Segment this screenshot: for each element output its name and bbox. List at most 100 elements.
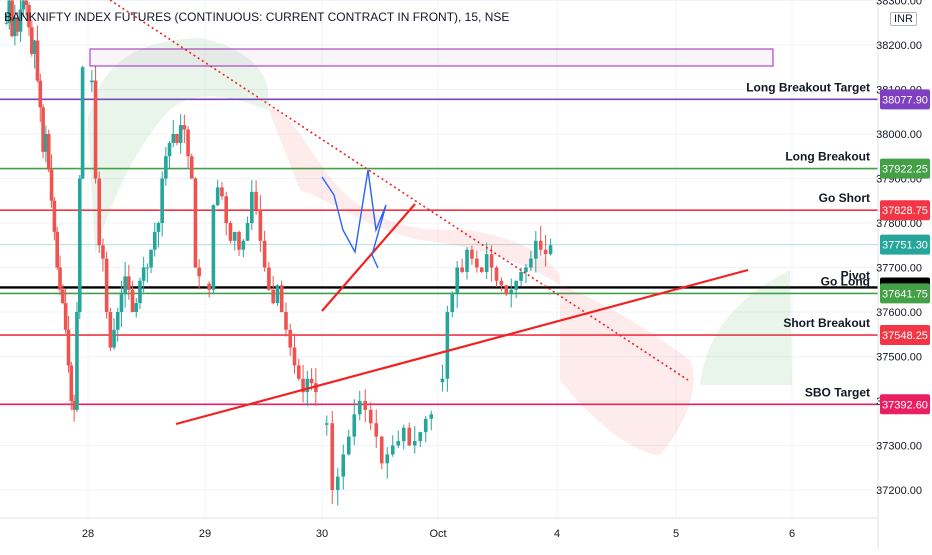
- price-tag-label: 37922.25: [882, 164, 928, 176]
- candle: [254, 192, 258, 210]
- candle: [160, 179, 164, 224]
- level-name-label: Go Long: [821, 274, 870, 288]
- candle: [369, 410, 373, 423]
- x-tick-label: 5: [673, 528, 679, 540]
- candle: [475, 259, 479, 268]
- candle: [94, 81, 98, 179]
- candle: [529, 259, 533, 268]
- candle: [310, 379, 314, 383]
- candle: [186, 130, 190, 157]
- candle: [402, 428, 406, 441]
- candle: [101, 245, 105, 258]
- price-tag-label: 37751.30: [882, 240, 928, 252]
- candle: [55, 232, 59, 268]
- candle: [446, 312, 450, 379]
- candle: [194, 179, 198, 268]
- candle: [183, 125, 187, 129]
- candle: [216, 187, 220, 205]
- x-tick-label: Oct: [429, 528, 446, 540]
- candle: [396, 441, 400, 445]
- candle: [524, 268, 528, 272]
- candle: [500, 281, 504, 285]
- candle: [380, 437, 384, 464]
- candle: [374, 423, 378, 436]
- candle: [341, 454, 345, 476]
- candle: [490, 254, 494, 267]
- candle: [505, 285, 509, 294]
- candle: [70, 365, 74, 401]
- level-name-label: Long Breakout Target: [746, 80, 870, 94]
- y-tick-label: 37700.00: [876, 263, 922, 275]
- price-axis: 37200.0037300.0037400.0037500.0037600.00…: [876, 0, 922, 550]
- candle: [263, 241, 267, 268]
- cloud-red: [268, 108, 694, 455]
- zone-rect: [90, 49, 773, 66]
- candle: [58, 268, 62, 290]
- candle: [229, 223, 233, 241]
- candle: [288, 330, 292, 348]
- candle: [78, 179, 82, 313]
- y-tick-label: 38200.00: [876, 40, 922, 52]
- price-tag-label: 37641.75: [882, 288, 928, 300]
- candle: [123, 276, 127, 294]
- candle: [385, 454, 389, 463]
- candle: [441, 379, 445, 382]
- candle: [153, 232, 157, 250]
- candle: [142, 268, 146, 281]
- candle: [450, 294, 454, 312]
- candle: [157, 223, 161, 232]
- candle: [116, 312, 120, 330]
- candle: [127, 276, 131, 289]
- candle: [146, 268, 150, 269]
- candle: [138, 281, 142, 303]
- candle: [407, 428, 411, 446]
- candle: [149, 250, 153, 268]
- candles: [5, 0, 553, 505]
- currency-label[interactable]: INR: [890, 12, 917, 26]
- candle: [539, 241, 543, 250]
- candle: [197, 268, 201, 277]
- candle: [134, 303, 138, 312]
- candle: [112, 330, 116, 348]
- candle: [36, 41, 40, 81]
- candle: [455, 268, 459, 295]
- cloud-green: [88, 38, 268, 255]
- candle: [67, 330, 71, 366]
- candle: [179, 125, 183, 143]
- candle: [519, 272, 523, 281]
- candle: [485, 254, 489, 272]
- candle: [47, 134, 51, 170]
- x-tick-label: 28: [82, 528, 94, 540]
- chart-title: BANKNIFTY INDEX FUTURES (CONTINUOUS: CUR…: [4, 10, 509, 24]
- candle: [413, 441, 417, 445]
- candle: [418, 432, 422, 441]
- candle: [391, 446, 395, 455]
- level-name-label: Go Short: [819, 191, 870, 205]
- candle: [246, 223, 250, 241]
- y-tick-label: 37500.00: [876, 352, 922, 364]
- candle: [164, 156, 168, 178]
- candle: [271, 290, 275, 303]
- y-tick-label: 37600.00: [876, 307, 922, 319]
- candle: [259, 210, 263, 241]
- time-axis: 28 29 30 Oct 4 5 6: [0, 518, 878, 540]
- candle: [171, 134, 175, 143]
- candle: [534, 241, 538, 259]
- candle: [347, 437, 351, 455]
- candle: [250, 192, 254, 223]
- candle: [280, 285, 284, 312]
- price-tag-label: 38077.90: [882, 94, 928, 106]
- candle: [190, 156, 194, 178]
- candle: [424, 419, 428, 432]
- candle: [207, 284, 211, 290]
- candle: [61, 290, 65, 303]
- candle: [38, 81, 42, 108]
- candle: [544, 250, 548, 254]
- candle: [75, 312, 79, 410]
- candle: [90, 81, 94, 83]
- candle: [97, 179, 101, 246]
- candle: [212, 205, 216, 290]
- candle: [220, 187, 224, 196]
